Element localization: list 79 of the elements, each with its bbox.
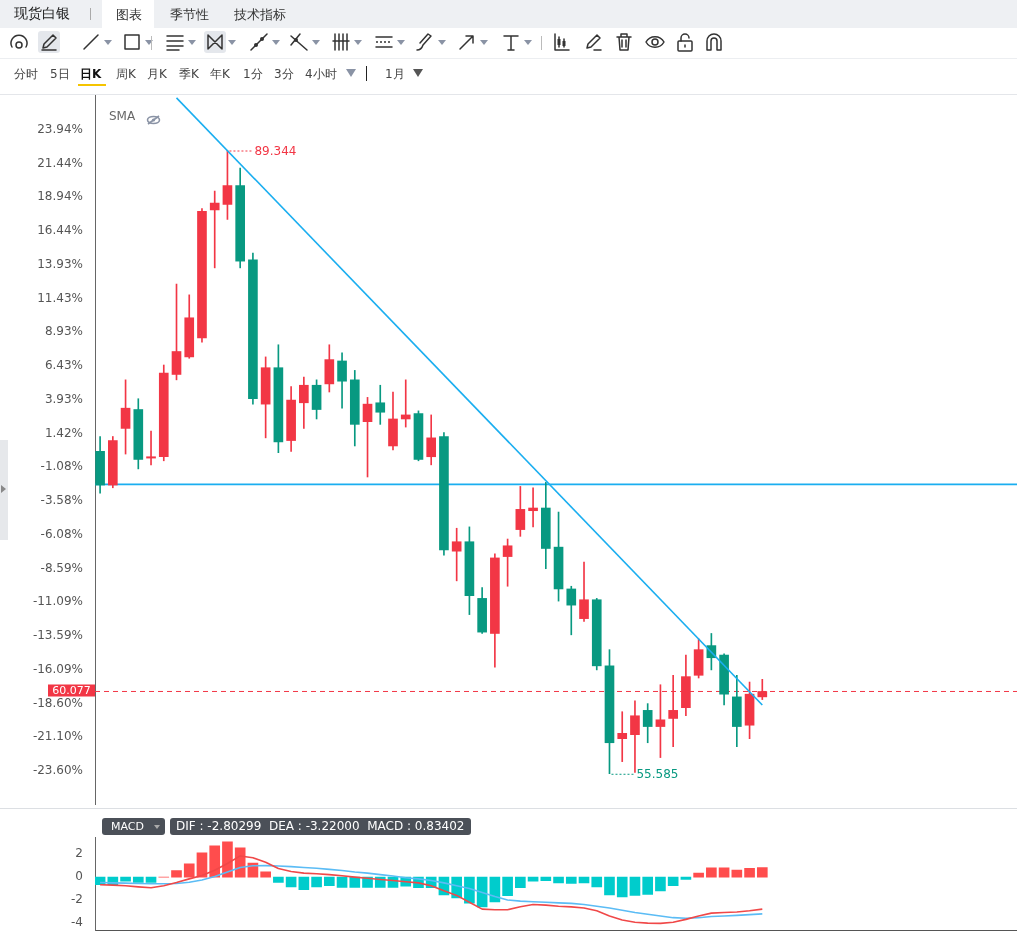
bar: [260, 871, 271, 878]
y-tick-label: -13.59%: [32, 628, 83, 643]
annotation: 55.585: [636, 766, 679, 781]
y-tick-label: 1.42%: [44, 425, 83, 440]
bar: [540, 876, 552, 882]
y-tick-label: -6.08%: [40, 526, 83, 541]
y-tick-label: 6.43%: [44, 358, 83, 373]
bar: [311, 876, 322, 888]
y-tick-label: 23.94%: [37, 121, 83, 136]
bar: [336, 876, 348, 888]
bar: [667, 876, 679, 886]
bar: [502, 876, 513, 897]
bar: [756, 867, 768, 878]
text: 周K: [116, 66, 136, 83]
bar: [183, 863, 195, 878]
chart-subtitle: DIF : -2.80299 DEA : -3.22000 MACD : 0.83402: [170, 818, 471, 835]
bar: [145, 876, 157, 883]
y-tick-label: -4: [71, 914, 83, 929]
y-tick-label: 11.43%: [37, 290, 83, 305]
y-tick-label: 8.93%: [44, 324, 83, 339]
bar: [515, 876, 526, 889]
bar: [591, 876, 603, 888]
bar: [706, 867, 717, 878]
candlestick: [617, 711, 628, 762]
text: 季节性: [170, 6, 209, 24]
text: 分时: [14, 66, 38, 83]
y-tick-label: 18.94%: [37, 189, 83, 204]
candlestick: [209, 190, 220, 269]
annotation: SMA: [109, 109, 136, 123]
y-tick-label: -23.60%: [32, 763, 83, 778]
bar: [642, 876, 654, 895]
text: 日K: [80, 66, 102, 83]
bar: [629, 876, 641, 896]
y-tick-label: 3.93%: [44, 391, 83, 406]
candlestick: [146, 430, 156, 466]
y-tick-label: -21.10%: [32, 729, 83, 744]
y-tick-label: -18.60%: [32, 695, 83, 710]
bar: [323, 876, 335, 886]
bar: [553, 876, 564, 884]
y-tick-label: 21.44%: [37, 155, 83, 170]
y-tick-label: -16.09%: [32, 661, 83, 676]
y-tick-label: 16.44%: [37, 223, 83, 238]
text: 季K: [179, 66, 199, 83]
bar: [132, 876, 144, 883]
text: 4小时: [305, 66, 337, 83]
text: 月K: [147, 66, 167, 83]
bar: [565, 876, 577, 884]
y-tick-label: -8.59%: [40, 560, 83, 575]
y-tick-label: -3.58%: [40, 493, 83, 508]
bar: [222, 841, 233, 878]
y-tick-label: -2: [71, 892, 83, 907]
chart-title: 现货白银: [14, 5, 70, 23]
bar: [209, 845, 221, 878]
bar: [285, 876, 297, 888]
text: 技术指标: [234, 6, 286, 24]
bar: [298, 876, 310, 890]
text: 1月: [385, 66, 405, 83]
annotation: 89.344: [254, 143, 297, 158]
y-tick-label: 0: [75, 869, 83, 884]
y-tick-label: -11.09%: [32, 594, 83, 609]
text: 1分: [243, 66, 263, 83]
chart-title: MACD: [111, 820, 144, 833]
text: 图表: [116, 6, 142, 24]
y-tick-label: 13.93%: [37, 256, 83, 271]
bar: [744, 867, 755, 878]
bar: [616, 876, 628, 898]
text: 5日: [50, 66, 70, 83]
bar: [349, 876, 361, 888]
y-tick-label: 2: [75, 846, 83, 861]
text: 60.077: [52, 683, 91, 697]
bar: [171, 870, 182, 878]
text: 3分: [274, 66, 294, 83]
y-tick-label: -1.08%: [40, 459, 83, 474]
candlestick: [528, 487, 538, 528]
bar: [655, 876, 666, 892]
bar: [273, 876, 284, 883]
bar: [680, 876, 692, 880]
text: 年K: [210, 66, 230, 83]
bar: [604, 876, 615, 896]
